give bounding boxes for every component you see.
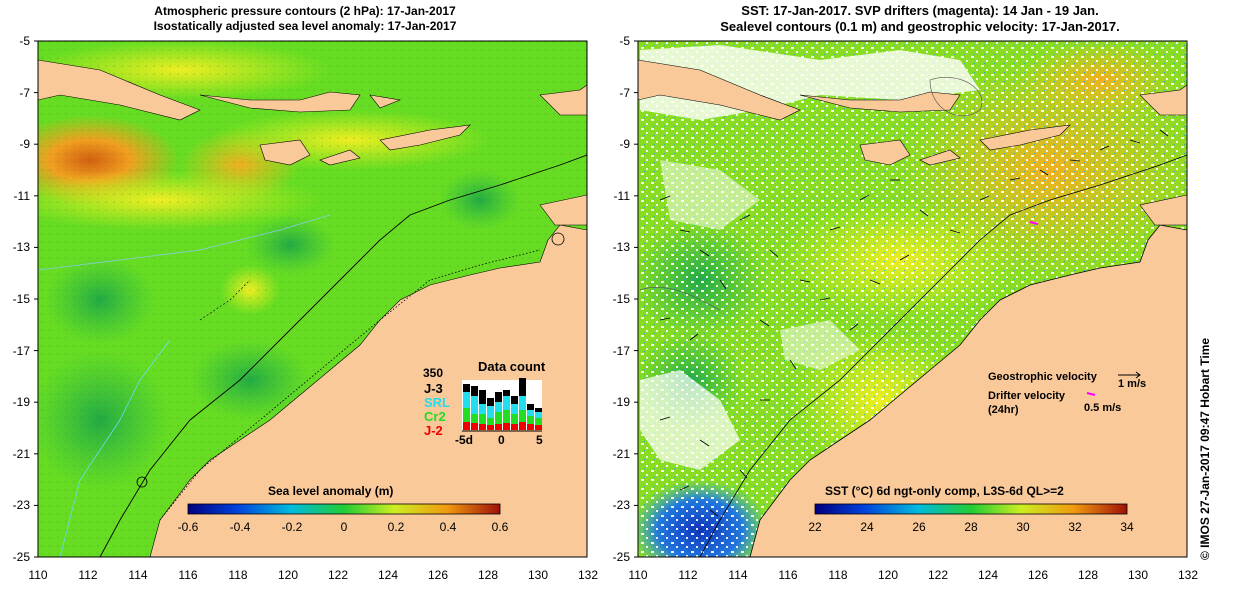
y-tick-right: -19 (612, 395, 630, 409)
sla-colorbar-label: 0.2 (387, 520, 405, 534)
mission-j3: J-3 (424, 381, 443, 396)
sst-colorbar-label: 28 (964, 520, 978, 534)
drifter-track (1029, 221, 1039, 225)
y-tick-left: -9 (19, 137, 30, 151)
sla-colorbar-label: 0.4 (439, 520, 457, 534)
y-tick-right: -11 (613, 189, 630, 203)
x-tick-left: 118 (228, 568, 248, 582)
geo-velocity-label: Geostrophic velocity (988, 371, 1097, 383)
data-count-title: Data count (478, 359, 546, 374)
x-tick-right: 118 (828, 568, 848, 582)
x-tick-right: 122 (927, 568, 949, 582)
data-count-xlabel: 5 (536, 433, 543, 447)
y-tick-right: -13 (612, 240, 630, 254)
data-count-max: 350 (423, 366, 444, 380)
x-tick-right: 120 (877, 568, 899, 582)
right-title-line1: SST: 17-Jan-2017. SVP drifters (magenta)… (741, 3, 1099, 18)
x-tick-left: 112 (78, 568, 98, 582)
y-tick-left: -11 (13, 189, 30, 203)
x-tick-right: 114 (728, 568, 748, 582)
drifter-velocity-label: Drifter velocity (988, 390, 1066, 402)
y-tick-right: -9 (619, 137, 630, 151)
y-tick-left: -5 (19, 34, 30, 48)
x-tick-left: 126 (427, 568, 449, 582)
x-tick-right: 132 (1177, 568, 1199, 582)
sla-colorbar-title: Sea level anomaly (m) (268, 484, 394, 498)
x-tick-left: 130 (527, 568, 549, 582)
data-count-xlabel: 0 (498, 433, 505, 447)
left-title-line1: Atmospheric pressure contours (2 hPa): 1… (154, 4, 456, 18)
sla-map (38, 41, 587, 557)
right-title-line2: Sealevel contours (0.1 m) and geostrophi… (720, 19, 1120, 34)
mission-cr2: Cr2 (424, 409, 446, 424)
sst-colorbar-title: SST (°C) 6d ngt-only comp, L3S-6d QL>=2 (825, 484, 1064, 498)
y-tick-right: -25 (612, 550, 630, 564)
sla-colorbar-label: -0.4 (229, 520, 251, 534)
y-tick-left: -23 (12, 498, 30, 512)
mission-j2: J-2 (424, 423, 443, 438)
sst-colorbar-label: 32 (1068, 520, 1082, 534)
x-tick-right: 124 (977, 568, 999, 582)
y-tick-right: -5 (619, 34, 630, 48)
y-tick-right: -7 (619, 86, 630, 100)
left-title-line2: Isostatically adjusted sea level anomaly… (153, 19, 457, 33)
australia-land-right (749, 224, 1187, 557)
sst-colorbar (814, 503, 1128, 515)
y-tick-left: -13 (12, 240, 30, 254)
sst-colorbar-label: 24 (860, 520, 874, 534)
y-tick-right: -21 (612, 447, 630, 461)
y-tick-left: -7 (19, 86, 30, 100)
drifter-velocity-scale: 0.5 m/s (1084, 402, 1122, 414)
x-tick-left: 124 (377, 568, 399, 582)
sla-colorbar-label: 0.6 (491, 520, 509, 534)
x-tick-left: 110 (28, 568, 48, 582)
imos-credit: © IMOS 27-Jan-2017 09:47 Hobart Time (1198, 337, 1212, 560)
y-tick-right: -17 (612, 344, 630, 358)
y-tick-left: -19 (12, 395, 30, 409)
drifter-scale-arrow (1086, 392, 1096, 396)
y-tick-right: -23 (612, 498, 630, 512)
x-tick-left: 116 (178, 568, 198, 582)
sst-colorbar-label: 34 (1120, 520, 1134, 534)
sla-colorbar-label: -0.2 (281, 520, 303, 534)
x-tick-right: 130 (1127, 568, 1149, 582)
x-tick-left: 128 (477, 568, 499, 582)
geo-velocity-scale: 1 m/s (1118, 378, 1147, 390)
x-tick-left: 122 (327, 568, 349, 582)
mission-srl: SRL (424, 395, 450, 410)
sla-colorbar-label: -0.6 (177, 520, 199, 534)
sla-colorbar (187, 503, 501, 515)
x-tick-right: 112 (678, 568, 698, 582)
x-tick-left: 114 (128, 568, 148, 582)
sst-map (638, 41, 1187, 557)
y-tick-left: -15 (12, 292, 30, 306)
x-tick-left: 132 (577, 568, 599, 582)
sst-colorbar-label: 22 (808, 520, 822, 534)
data-count-histogram (462, 378, 542, 432)
sst-colorbar-label: 30 (1016, 520, 1030, 534)
y-tick-left: -25 (12, 550, 30, 564)
sst-colorbar-label: 26 (912, 520, 926, 534)
data-count-xlabel: -5d (455, 433, 473, 447)
x-tick-left: 120 (277, 568, 299, 582)
x-tick-right: 126 (1027, 568, 1049, 582)
x-tick-right: 110 (628, 568, 648, 582)
x-tick-right: 128 (1077, 568, 1099, 582)
y-tick-left: -17 (12, 344, 30, 358)
y-tick-right: -15 (612, 292, 630, 306)
x-tick-right: 116 (778, 568, 798, 582)
y-tick-left: -21 (12, 447, 30, 461)
drifter-velocity-sub: (24hr) (988, 404, 1019, 416)
sla-colorbar-label: 0 (340, 520, 348, 534)
